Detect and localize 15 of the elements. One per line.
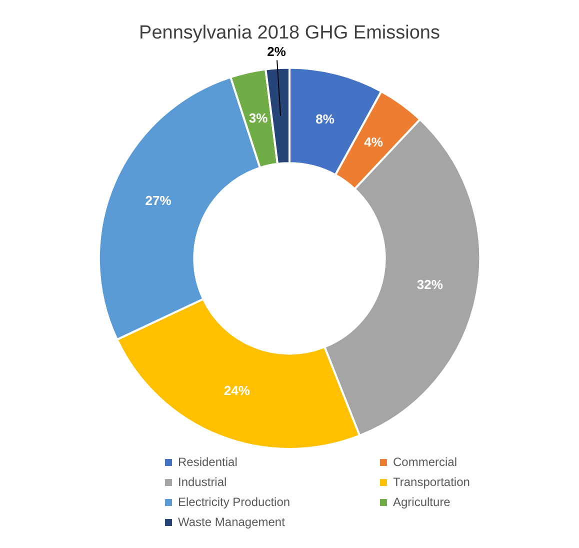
data-label: 8%	[316, 112, 335, 127]
legend-label: Industrial	[178, 475, 227, 489]
data-label: 2%	[267, 44, 286, 59]
data-label: 27%	[145, 193, 172, 208]
legend-label: Electricity Production	[178, 495, 290, 509]
legend-label: Commercial	[393, 455, 458, 469]
legend-label: Residential	[178, 455, 238, 469]
legend-label: Transportation	[393, 475, 470, 489]
legend-label: Agriculture	[393, 495, 450, 509]
data-label: 3%	[248, 110, 268, 126]
chart-title: Pennsylvania 2018 GHG Emissions	[139, 22, 440, 44]
data-label: 4%	[364, 134, 384, 150]
data-label: 32%	[416, 276, 444, 292]
data-label: 24%	[224, 382, 250, 398]
legend-label: Waste Management	[178, 515, 285, 529]
